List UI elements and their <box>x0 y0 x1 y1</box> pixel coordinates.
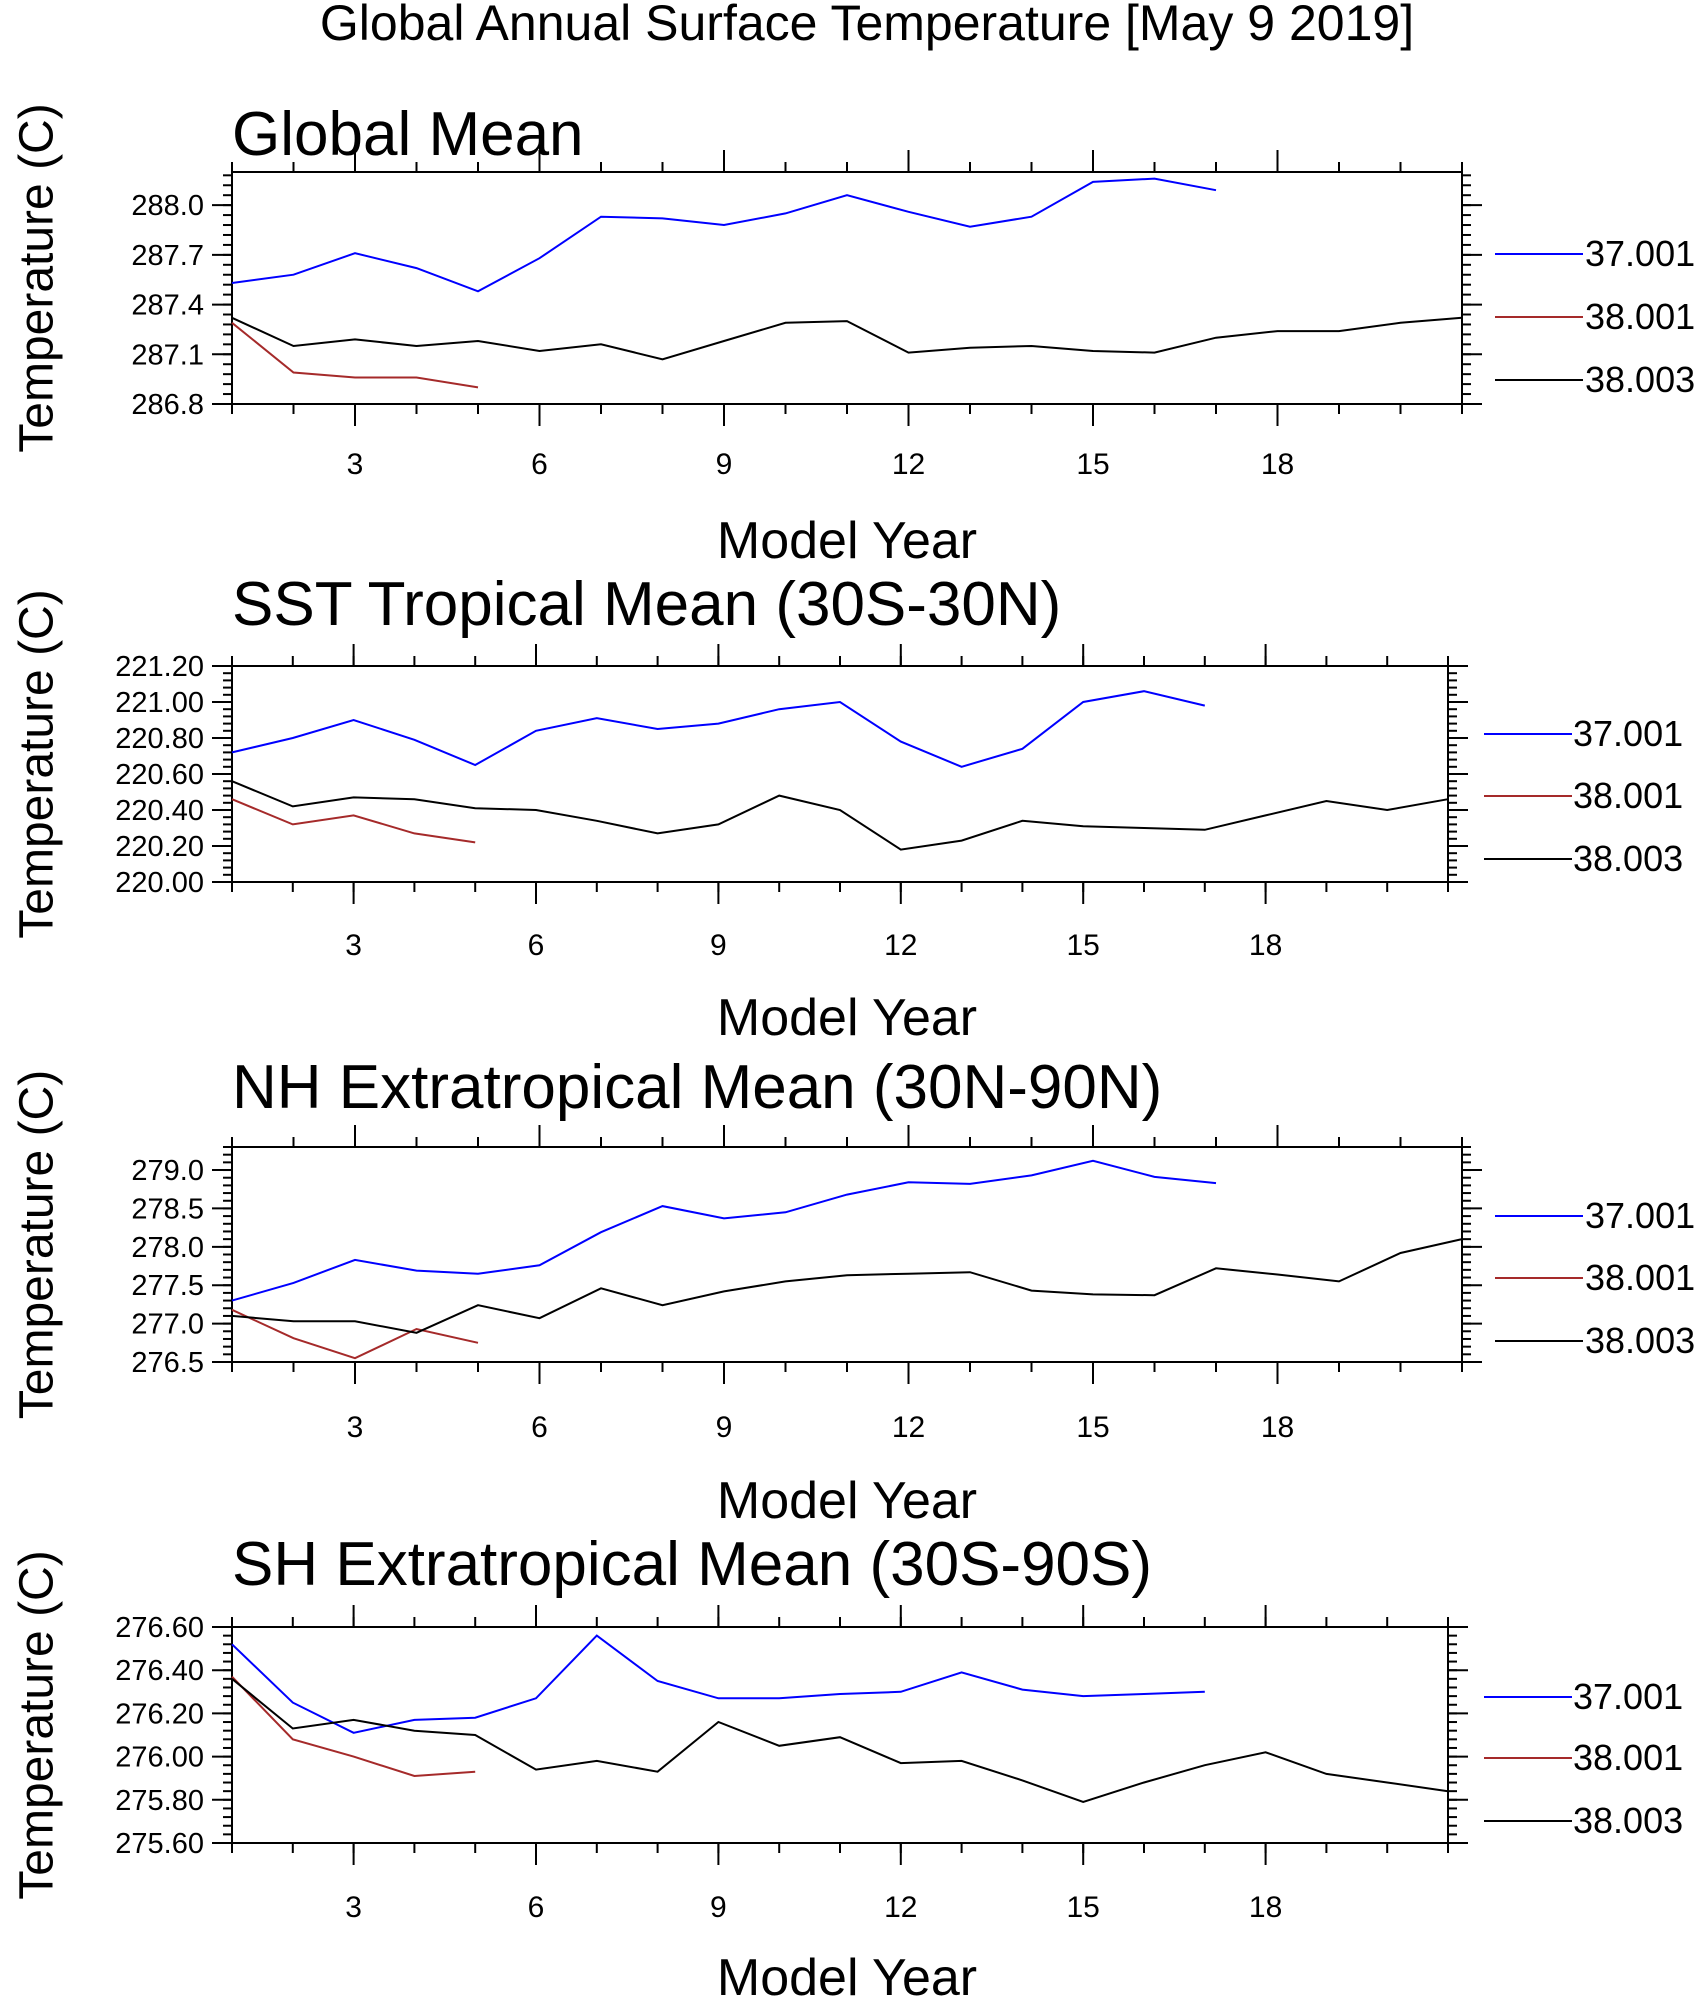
panel-sst-tropical-mean-30s-30n: SST Tropical Mean (30S-30N) 3 6 9 12 15 18 220.… <box>11 570 1683 1047</box>
x-axis-label: Model Year <box>717 989 977 1047</box>
plot-frame <box>231 1626 1449 1844</box>
y-tick-label: 287.1 <box>131 339 204 371</box>
y-tick-label: 220.00 <box>115 867 204 899</box>
y-tick-label: 221.20 <box>115 651 204 683</box>
y-axis-label: Temperature (C) <box>11 589 64 938</box>
x-tick-label: 9 <box>710 1891 727 1924</box>
y-tick-label: 287.4 <box>131 290 204 322</box>
x-tick-label: 15 <box>1067 1891 1100 1924</box>
series-line-38-003 <box>231 1678 1449 1804</box>
y-tick-label: 278.5 <box>131 1193 204 1225</box>
y-tick-label: 275.80 <box>115 1785 204 1817</box>
x-tick-label: 15 <box>1076 448 1109 481</box>
panel-title: Global Mean <box>232 100 584 169</box>
legend-label: 37.001 <box>1585 233 1695 274</box>
x-tick-label: 18 <box>1249 929 1282 962</box>
legend-label: 38.003 <box>1573 1800 1683 1841</box>
x-tick-label: 9 <box>710 929 727 962</box>
x-tick-label: 3 <box>345 1891 362 1924</box>
series-line-38-001 <box>231 798 476 844</box>
y-tick-label: 277.5 <box>131 1270 204 1302</box>
series-line-38-001 <box>231 1676 476 1778</box>
plot-frame <box>231 171 1463 405</box>
x-tick-label: 3 <box>345 929 362 962</box>
series-line-38-003 <box>231 780 1449 851</box>
x-axis-label: Model Year <box>717 512 977 570</box>
x-tick-label: 12 <box>884 929 917 962</box>
x-tick-label: 3 <box>347 448 364 481</box>
x-tick-label: 6 <box>528 929 545 962</box>
x-tick-label: 6 <box>531 448 548 481</box>
y-tick-label: 278.0 <box>131 1232 204 1264</box>
y-tick-label: 220.40 <box>115 795 204 827</box>
y-tick-label: 220.80 <box>115 723 204 755</box>
y-axis-label: Temperature (C) <box>11 1550 64 1899</box>
x-tick-label: 18 <box>1249 1891 1282 1924</box>
series-line-38-003 <box>231 1238 1463 1334</box>
panel-title: NH Extratropical Mean (30N-90N) <box>232 1053 1162 1122</box>
series-line-38-001 <box>231 1308 479 1360</box>
legend-label: 38.001 <box>1573 1737 1683 1778</box>
x-tick-label: 6 <box>531 1411 548 1444</box>
plot-frame <box>231 665 1449 883</box>
legend-label: 38.003 <box>1585 359 1695 400</box>
series-line-38-001 <box>231 322 479 389</box>
y-tick-label: 276.40 <box>115 1655 204 1687</box>
y-tick-label: 288.0 <box>131 190 204 222</box>
y-tick-label: 276.20 <box>115 1698 204 1730</box>
legend-label: 38.001 <box>1573 775 1683 816</box>
x-tick-label: 6 <box>528 1891 545 1924</box>
panel-global-mean: Global Mean 3 6 9 12 15 18 286.8 287.1 287.4 287.7… <box>11 100 1695 570</box>
legend-label: 38.001 <box>1585 296 1695 337</box>
x-tick-label: 12 <box>892 448 925 481</box>
panel-nh-extratropical-mean-30n-90n: NH Extratropical Mean (30N-90N) 3 6 9 12 15 18… <box>11 1053 1695 1530</box>
y-tick-label: 276.60 <box>115 1612 204 1644</box>
y-tick-label: 221.00 <box>115 687 204 719</box>
y-tick-label: 276.00 <box>115 1742 204 1774</box>
panel-title: SH Extratropical Mean (30S-90S) <box>232 1530 1152 1599</box>
y-tick-label: 275.60 <box>115 1828 204 1860</box>
x-tick-label: 18 <box>1261 448 1294 481</box>
y-tick-label: 220.20 <box>115 831 204 863</box>
y-axis-label: Temperature (C) <box>11 1070 64 1419</box>
x-tick-label: 12 <box>884 1891 917 1924</box>
legend-label: 37.001 <box>1585 1195 1695 1236</box>
x-tick-label: 18 <box>1261 1411 1294 1444</box>
x-tick-label: 9 <box>716 1411 733 1444</box>
legend-label: 37.001 <box>1573 713 1683 754</box>
x-tick-label: 12 <box>892 1411 925 1444</box>
x-tick-label: 3 <box>347 1411 364 1444</box>
figure-title: Global Annual Surface Temperature [May 9… <box>320 0 1414 51</box>
series-line-37-001 <box>231 1634 1205 1734</box>
y-axis-label: Temperature (C) <box>11 103 64 452</box>
x-axis-label: Model Year <box>717 1949 977 2000</box>
x-tick-label: 9 <box>716 448 733 481</box>
y-tick-label: 220.60 <box>115 759 204 791</box>
legend-label: 37.001 <box>1573 1676 1683 1717</box>
x-tick-label: 15 <box>1076 1411 1109 1444</box>
series-line-37-001 <box>231 690 1206 768</box>
panel-sh-extratropical-mean-30s-90s: SH Extratropical Mean (30S-90S) 3 6 9 12 15 18… <box>11 1530 1683 2000</box>
series-line-37-001 <box>231 177 1217 293</box>
legend-label: 38.001 <box>1585 1257 1695 1298</box>
y-tick-label: 277.0 <box>131 1309 204 1341</box>
series-line-38-003 <box>231 316 1463 361</box>
panel-title: SST Tropical Mean (30S-30N) <box>232 570 1061 639</box>
y-tick-label: 276.5 <box>131 1347 204 1379</box>
legend-label: 38.003 <box>1573 838 1683 879</box>
y-tick-label: 279.0 <box>131 1155 204 1187</box>
x-tick-label: 15 <box>1067 929 1100 962</box>
y-tick-label: 286.8 <box>131 389 204 421</box>
series-line-37-001 <box>231 1159 1217 1302</box>
x-axis-label: Model Year <box>717 1472 977 1530</box>
y-tick-label: 287.7 <box>131 240 204 272</box>
legend-label: 38.003 <box>1585 1320 1695 1361</box>
